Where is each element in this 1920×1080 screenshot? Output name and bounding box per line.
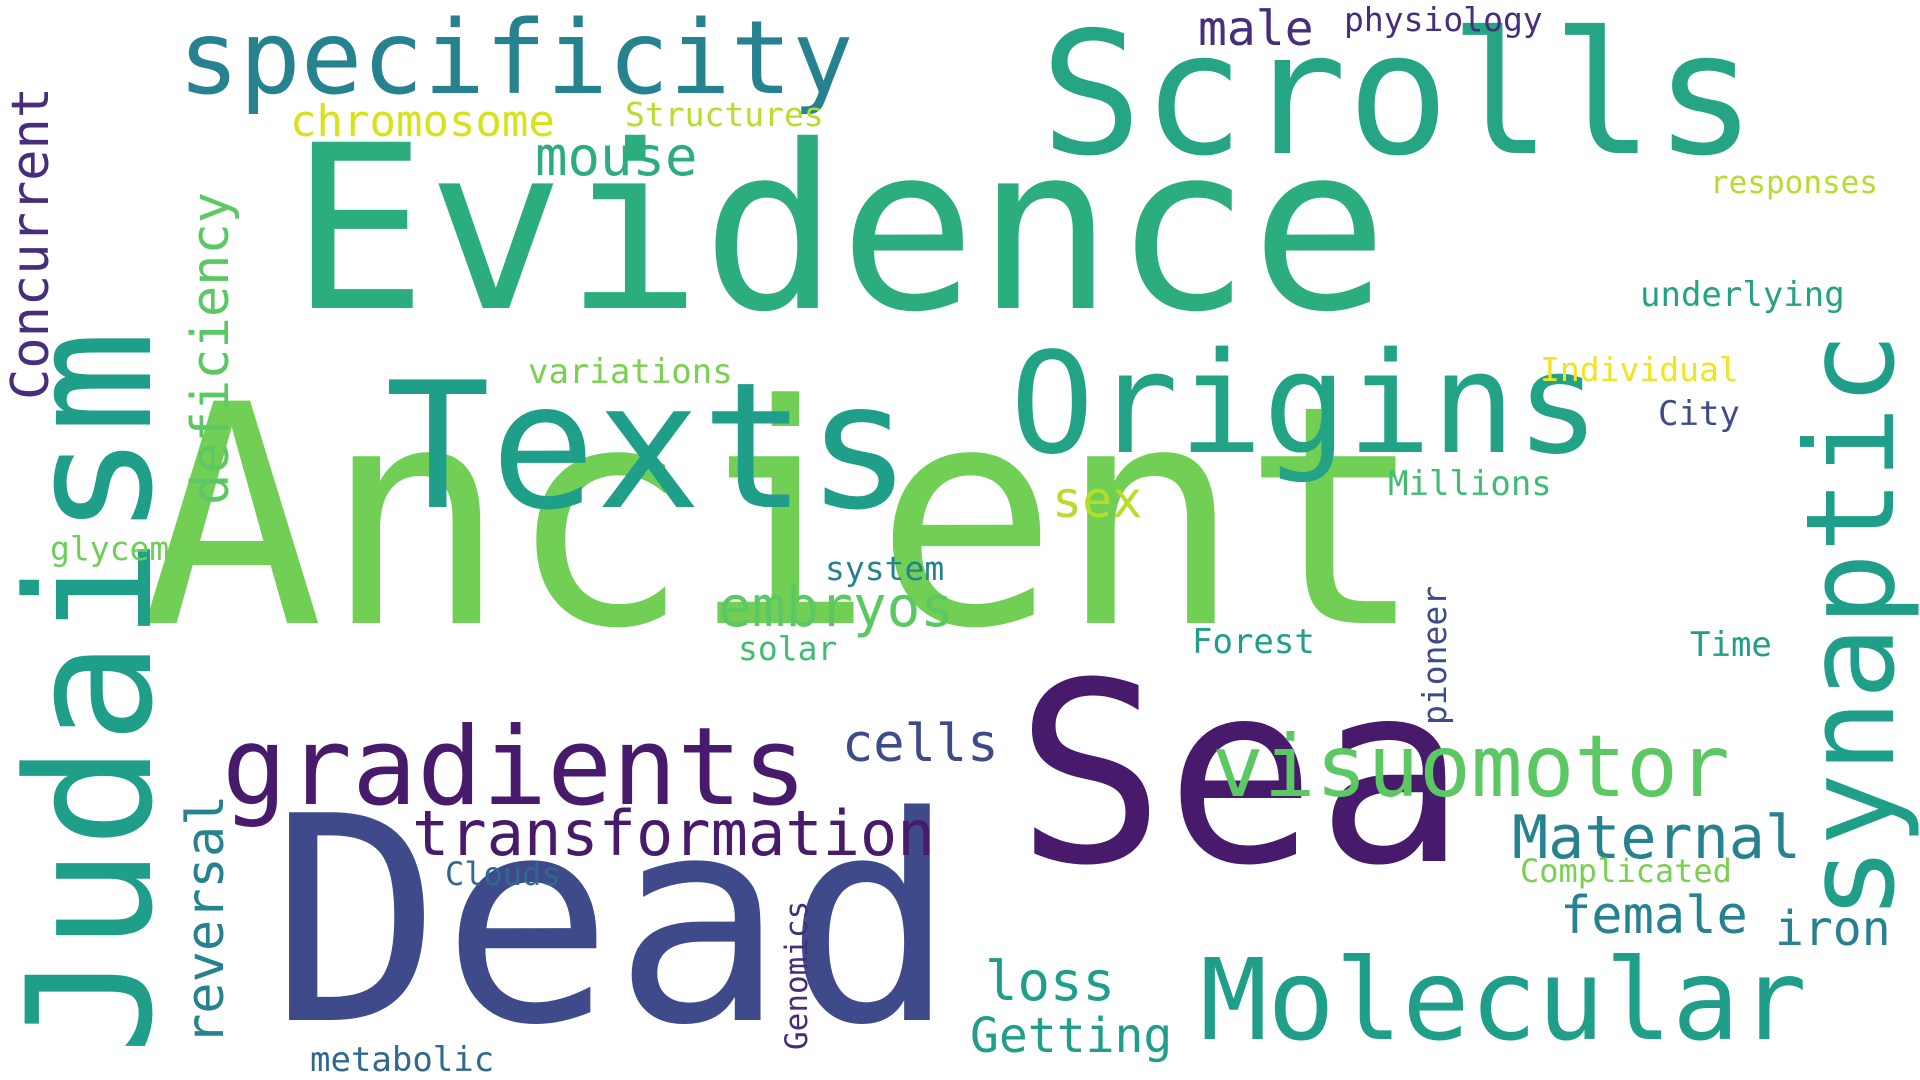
word-male: male (1198, 1, 1314, 57)
word-system: system (825, 549, 945, 588)
word-chromosome: chromosome (290, 96, 555, 147)
word-female: female (1560, 886, 1748, 946)
word-synaptic: synaptic (1780, 332, 1920, 920)
word-genomics: Genomics (779, 900, 815, 1050)
word-sea: Sea (1015, 629, 1467, 920)
word-forest: Forest (1192, 622, 1315, 662)
word-glycemic: glycemic (50, 529, 209, 568)
word-transformation: transformation (412, 797, 935, 870)
word-responses: responses (1710, 165, 1878, 201)
word-judaism: Judaism (0, 330, 191, 1055)
word-underlying: underlying (1640, 275, 1845, 315)
word-clouds: Clouds (445, 855, 561, 893)
word-physiology: physiology (1344, 0, 1543, 39)
word-concurrent: Concurrent (1, 86, 61, 400)
word-time: Time (1690, 625, 1772, 665)
word-sex: sex (1052, 471, 1143, 529)
word-molecular: Molecular (1200, 936, 1807, 1066)
word-complicated: Complicated (1520, 852, 1732, 890)
word-individual: Individual (1540, 350, 1739, 389)
word-variations: variations (528, 352, 733, 392)
word-visuomotor: visuomotor (1212, 717, 1730, 817)
word-solar: solar (738, 629, 838, 668)
word-dead: Dead (270, 756, 957, 1080)
word-metabolic: metabolic (310, 1040, 495, 1080)
word-origins: Origins (1010, 323, 1601, 486)
word-iron: iron (1775, 901, 1891, 957)
word-loss: loss (985, 950, 1116, 1013)
word-city: City (1658, 394, 1740, 434)
word-structures: Structures (625, 95, 824, 134)
word-gradients: gradients (222, 705, 808, 830)
word-scrolls: Scrolls (1040, 0, 1757, 194)
word-ancient: Ancient (140, 340, 1426, 695)
word-specificity: specificity (178, 0, 854, 118)
word-mouse: mouse (535, 125, 698, 188)
word-cells: cells (842, 714, 999, 774)
word-pioneer: pioneer (1415, 585, 1454, 725)
word-millions: Millions (1388, 464, 1552, 504)
word-deficiency: deficiency (181, 191, 241, 505)
word-evidence: Evidence (290, 96, 1389, 362)
word-getting: Getting (970, 1008, 1173, 1064)
word-maternal: Maternal (1512, 803, 1801, 873)
word-reversal: reversal (176, 794, 236, 1045)
word-embryos: embryos (718, 575, 955, 640)
word-texts: Texts (385, 346, 912, 549)
